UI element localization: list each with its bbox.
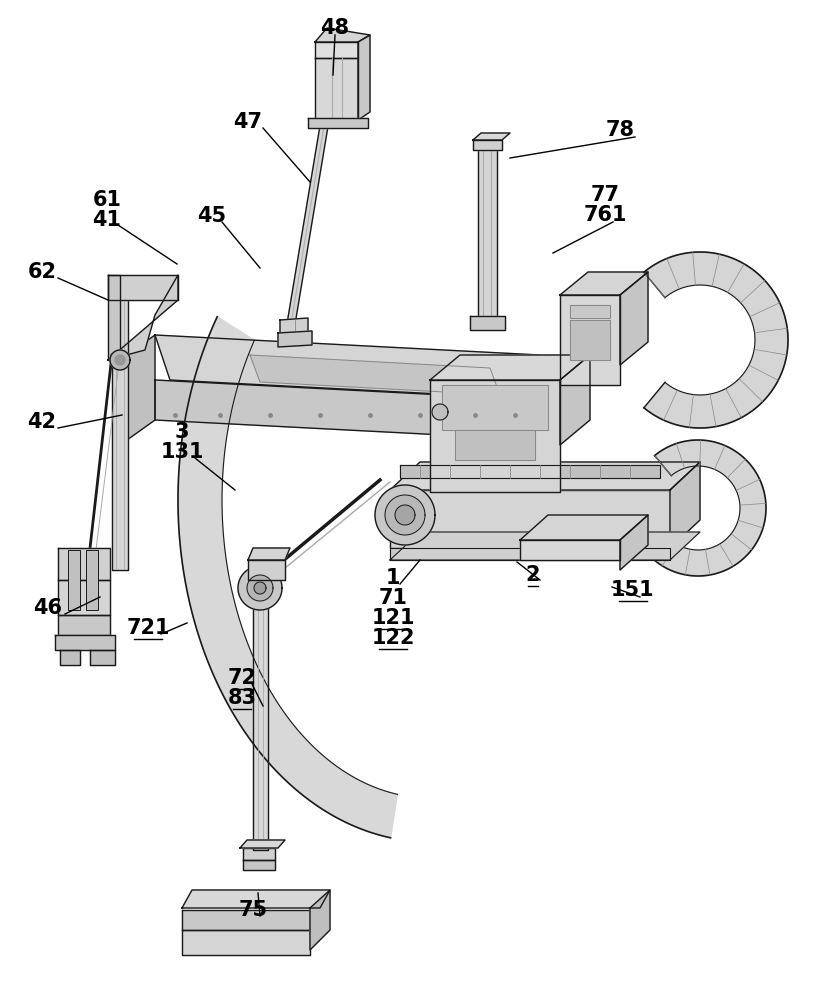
Polygon shape	[120, 335, 155, 445]
Polygon shape	[670, 462, 700, 548]
Polygon shape	[155, 380, 540, 440]
Polygon shape	[182, 890, 330, 908]
Polygon shape	[182, 930, 310, 955]
Text: 75: 75	[239, 900, 267, 920]
Polygon shape	[315, 28, 370, 42]
Polygon shape	[108, 275, 178, 300]
Polygon shape	[442, 385, 548, 430]
Polygon shape	[55, 635, 115, 650]
Text: 131: 131	[160, 442, 204, 462]
Polygon shape	[315, 42, 358, 58]
Polygon shape	[58, 615, 110, 635]
Polygon shape	[155, 335, 555, 400]
Polygon shape	[240, 840, 285, 848]
Polygon shape	[395, 505, 415, 525]
Polygon shape	[560, 295, 620, 385]
Text: 78: 78	[606, 120, 635, 140]
Polygon shape	[375, 485, 435, 545]
Text: 151: 151	[611, 580, 655, 600]
Text: 42: 42	[27, 412, 57, 432]
Polygon shape	[254, 582, 266, 594]
Polygon shape	[310, 890, 330, 950]
Polygon shape	[280, 318, 308, 337]
Polygon shape	[238, 566, 282, 610]
Bar	[86, 550, 98, 610]
Polygon shape	[620, 272, 648, 365]
Polygon shape	[110, 350, 130, 370]
Polygon shape	[108, 275, 178, 360]
Polygon shape	[115, 355, 125, 365]
Polygon shape	[654, 440, 766, 576]
Text: 2: 2	[526, 565, 540, 585]
Polygon shape	[182, 910, 310, 930]
Text: 3: 3	[174, 422, 189, 442]
Polygon shape	[90, 650, 115, 665]
Text: 77: 77	[590, 185, 620, 205]
Text: 47: 47	[234, 112, 263, 132]
Bar	[68, 550, 80, 610]
Polygon shape	[430, 355, 590, 380]
Polygon shape	[390, 548, 670, 560]
Polygon shape	[390, 462, 700, 490]
Polygon shape	[243, 860, 275, 870]
Polygon shape	[58, 548, 110, 580]
Polygon shape	[385, 495, 425, 535]
Text: 721: 721	[126, 618, 170, 638]
Polygon shape	[470, 316, 505, 330]
Polygon shape	[400, 465, 660, 478]
Polygon shape	[112, 295, 128, 570]
Polygon shape	[250, 355, 500, 395]
Polygon shape	[358, 35, 370, 120]
Text: 62: 62	[27, 262, 57, 282]
Text: 72: 72	[227, 668, 257, 688]
Polygon shape	[286, 77, 336, 331]
Polygon shape	[478, 148, 497, 318]
Polygon shape	[248, 560, 285, 580]
Polygon shape	[570, 305, 610, 318]
Text: 41: 41	[92, 210, 122, 230]
Text: 45: 45	[198, 206, 226, 226]
Polygon shape	[620, 515, 648, 570]
Text: 46: 46	[34, 598, 63, 618]
Polygon shape	[430, 380, 560, 492]
Polygon shape	[247, 575, 273, 601]
Text: 761: 761	[584, 205, 627, 225]
Polygon shape	[108, 275, 120, 360]
Polygon shape	[315, 58, 358, 120]
Text: 48: 48	[320, 18, 350, 38]
Text: 1: 1	[386, 568, 400, 588]
Polygon shape	[390, 532, 700, 560]
Polygon shape	[520, 515, 648, 540]
Text: 83: 83	[227, 688, 257, 708]
Polygon shape	[570, 320, 610, 360]
Polygon shape	[178, 317, 398, 838]
Polygon shape	[278, 331, 312, 347]
Polygon shape	[455, 430, 535, 460]
Polygon shape	[243, 848, 275, 860]
Polygon shape	[308, 118, 368, 128]
Polygon shape	[390, 490, 670, 548]
Text: 61: 61	[92, 190, 122, 210]
Polygon shape	[520, 540, 620, 560]
Text: 71: 71	[379, 588, 407, 608]
Polygon shape	[253, 590, 268, 850]
Text: 121: 121	[371, 608, 415, 628]
Polygon shape	[248, 548, 290, 560]
Text: 122: 122	[371, 628, 415, 648]
Polygon shape	[60, 650, 80, 665]
Polygon shape	[644, 252, 788, 428]
Polygon shape	[560, 355, 590, 445]
Polygon shape	[58, 580, 110, 615]
Polygon shape	[473, 140, 502, 150]
Polygon shape	[560, 272, 648, 295]
Polygon shape	[473, 133, 510, 140]
Polygon shape	[432, 404, 448, 420]
